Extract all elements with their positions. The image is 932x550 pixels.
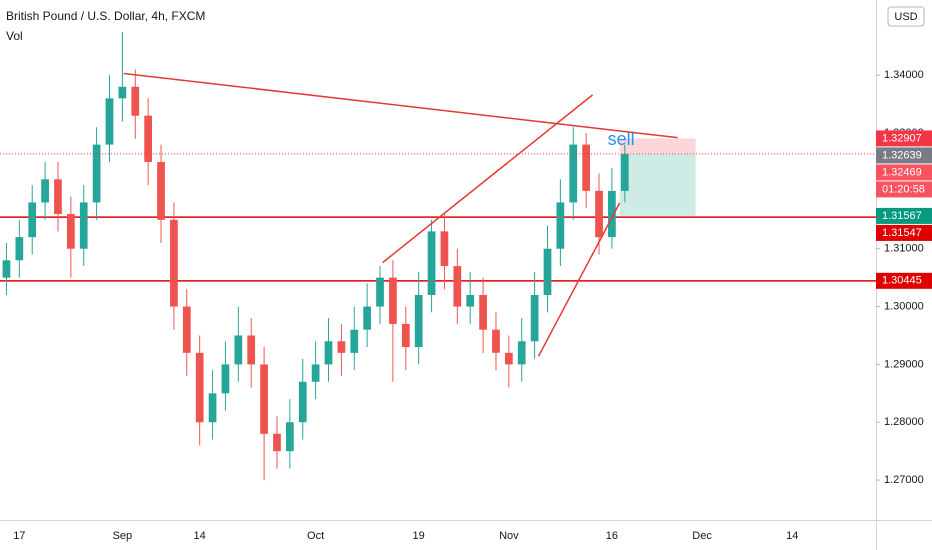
candle-body bbox=[157, 161, 165, 220]
candle-body bbox=[79, 202, 88, 249]
price-label-box bbox=[876, 130, 932, 147]
candle-body bbox=[324, 341, 333, 365]
candle-body bbox=[363, 306, 372, 330]
candle-body bbox=[221, 364, 230, 394]
stop-zone bbox=[619, 138, 696, 154]
trendline bbox=[537, 202, 621, 357]
candle-body bbox=[350, 329, 359, 353]
x-tick-label: 14 bbox=[786, 530, 798, 542]
candle-body bbox=[517, 341, 526, 365]
countdown: 01:20:58 bbox=[882, 183, 925, 195]
candle-body bbox=[273, 433, 281, 452]
candle-body bbox=[66, 214, 75, 249]
candle-body bbox=[504, 352, 513, 365]
candle-body bbox=[479, 294, 487, 330]
y-tick-label: 1.31000 bbox=[884, 243, 924, 255]
price-label: 1.32907 bbox=[882, 132, 922, 144]
candle-body bbox=[260, 364, 268, 434]
price-label: 1.30445 bbox=[882, 275, 922, 287]
x-tick-label: Sep bbox=[113, 530, 133, 542]
price-label-box bbox=[876, 207, 932, 224]
candle-body bbox=[15, 237, 24, 261]
candle-body bbox=[182, 306, 191, 353]
candle-body bbox=[530, 294, 539, 342]
candle-body bbox=[285, 422, 294, 452]
candle-body bbox=[28, 202, 37, 238]
y-tick-label: 1.34000 bbox=[884, 69, 924, 81]
indicator-label: Vol bbox=[6, 29, 23, 43]
price-label: 1.31567 bbox=[882, 210, 922, 222]
trendline bbox=[123, 72, 678, 139]
candle-body bbox=[595, 190, 603, 238]
candle-body bbox=[453, 266, 462, 307]
candle-body bbox=[543, 248, 552, 295]
position-label: sell bbox=[608, 129, 635, 149]
x-tick-label: 19 bbox=[413, 530, 425, 542]
price-label: 1.32639 bbox=[882, 149, 922, 161]
price-label-box bbox=[876, 147, 932, 164]
x-tick-label: 14 bbox=[194, 530, 206, 542]
candle-body bbox=[144, 115, 153, 162]
x-tick-label: 16 bbox=[606, 530, 618, 542]
candle-body bbox=[620, 153, 629, 191]
candle-body bbox=[54, 179, 62, 215]
y-tick-label: 1.29000 bbox=[884, 358, 924, 370]
candle-body bbox=[492, 329, 500, 353]
candle-body bbox=[414, 294, 423, 348]
candle-body bbox=[247, 335, 256, 365]
candle-body bbox=[131, 86, 140, 116]
candle-body bbox=[2, 260, 11, 278]
candle-body bbox=[337, 341, 346, 353]
candle-body bbox=[311, 364, 320, 382]
candle-body bbox=[195, 352, 204, 423]
plot: sell bbox=[0, 31, 876, 481]
currency-label[interactable]: USD bbox=[894, 11, 917, 23]
price-label: 1.31547 bbox=[882, 227, 922, 239]
candle-body bbox=[389, 277, 397, 324]
candle-body bbox=[118, 86, 127, 99]
candle-body bbox=[401, 323, 410, 348]
candle-body bbox=[170, 219, 178, 307]
countdown-box bbox=[876, 181, 932, 198]
candle-body bbox=[427, 231, 436, 295]
candle-body bbox=[298, 381, 307, 423]
candle-body bbox=[608, 190, 616, 238]
currency-box[interactable] bbox=[887, 6, 925, 27]
price-label-box bbox=[876, 224, 932, 241]
candle-body bbox=[41, 179, 49, 203]
candle-body bbox=[376, 277, 384, 307]
price-label-box bbox=[876, 164, 932, 181]
y-tick-label: 1.28000 bbox=[884, 416, 924, 428]
target-zone bbox=[619, 153, 696, 216]
x-tick-label: 17 bbox=[13, 530, 25, 542]
y-tick-label: 1.27000 bbox=[884, 474, 924, 486]
candle-body bbox=[569, 144, 578, 203]
price-label-box bbox=[876, 272, 932, 289]
candle-body bbox=[234, 335, 243, 365]
price-label: 1.32469 bbox=[882, 166, 922, 178]
x-tick-label: Nov bbox=[499, 530, 519, 542]
candle-body bbox=[582, 144, 591, 191]
candle-body bbox=[92, 144, 101, 203]
candle-body bbox=[440, 231, 449, 267]
candle-body bbox=[556, 202, 565, 249]
trendline bbox=[382, 94, 594, 264]
y-tick-label: 1.30000 bbox=[884, 300, 924, 312]
x-tick-label: Dec bbox=[692, 530, 712, 542]
chart-title: British Pound / U.S. Dollar, 4h, FXCM bbox=[6, 9, 205, 23]
candle-body bbox=[105, 98, 114, 145]
candle-body bbox=[466, 294, 475, 307]
candle-body bbox=[208, 393, 217, 423]
x-tick-label: Oct bbox=[307, 530, 324, 542]
